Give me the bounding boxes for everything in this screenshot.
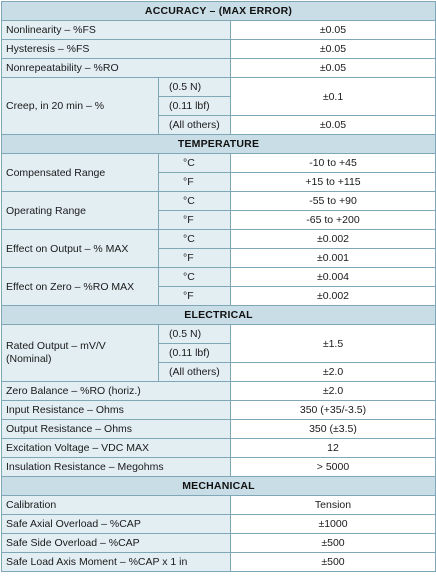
spec-row-excitation-voltage: Excitation Voltage – VDC MAX 12 [1,438,436,458]
spec-label: Zero Balance – %RO (horiz.) [1,381,231,401]
unit-label: °F [158,172,231,192]
spec-row-compensated-range-f: °F +15 to +115 [2,172,436,192]
spec-value: -55 to +90 [230,191,436,211]
spec-row-zero-balance: Zero Balance – %RO (horiz.) ±2.0 [1,381,436,401]
section-header-row: ELECTRICAL [1,305,436,325]
spec-value: ±0.05 [230,39,436,59]
spec-value: ±0.001 [230,248,436,268]
spec-value: +15 to +115 [230,172,436,192]
unit-label: °C [158,229,231,249]
spec-row-output-resistance: Output Resistance – Ohms 350 (±3.5) [1,419,436,439]
spec-row-rated-output-others: (All others) ±2.0 [2,362,436,382]
section-header-row: ACCURACY – (MAX ERROR) [1,1,436,21]
spec-row-calibration: Calibration Tension [1,495,436,515]
spec-value: > 5000 [230,457,436,477]
spec-sublabel: (0.11 lbf) [158,343,231,363]
spec-sublabel: (0.5 N) [158,77,231,97]
unit-label: °F [158,210,231,230]
section-header-row: MECHANICAL [1,476,436,496]
spec-value: ±2.0 [230,381,436,401]
spec-label: Calibration [1,495,231,515]
spec-value: 12 [230,438,436,458]
spec-row-hysteresis: Hysteresis – %FS ±0.05 [1,39,436,59]
spec-label: Operating Range [1,191,159,230]
unit-label: °C [158,153,231,173]
spec-row-operating-range: Operating Range °C -55 to +90 [1,191,436,230]
unit-label: °F [158,286,231,306]
temperature-section-title: TEMPERATURE [1,134,436,154]
spec-label: Insulation Resistance – Megohms [1,457,231,477]
spec-row-insulation-resistance: Insulation Resistance – Megohms > 5000 [1,457,436,477]
spec-value: -65 to +200 [230,210,436,230]
spec-label: Input Resistance – Ohms [1,400,231,420]
spec-row-side-overload: Safe Side Overload – %CAP ±500 [1,533,436,553]
spec-value: 350 (+35/-3.5) [230,400,436,420]
spec-row-creep-lbf: (0.11 lbf) [2,96,436,116]
spec-row-effect-output: Effect on Output – % MAX °C ±0.002 [1,229,436,268]
spec-row-creep-others: (All others) ±0.05 [2,115,436,135]
spec-row-nonlinearity: Nonlinearity – %FS ±0.05 [1,20,436,40]
spec-label: Effect on Zero – %RO MAX [1,267,159,306]
unit-label: °C [158,191,231,211]
spec-label: Excitation Voltage – VDC MAX [1,438,231,458]
unit-label: °C [158,267,231,287]
spec-row-effect-output-f: °F ±0.001 [2,248,436,268]
spec-sublabel: (All others) [158,115,231,135]
spec-value: ±0.05 [230,115,436,135]
spec-row-input-resistance: Input Resistance – Ohms 350 (+35/-3.5) [1,400,436,420]
spec-sublabel: (0.11 lbf) [158,96,231,116]
spec-label: Creep, in 20 min – % [1,77,159,135]
section-header-row: TEMPERATURE [1,134,436,154]
spec-label: Nonrepeatability – %RO [1,58,231,78]
spec-row-creep: Creep, in 20 min – % (0.5 N) ±0.1 [1,77,436,135]
spec-label: Rated Output – mV/V (Nominal) [1,324,159,382]
spec-value: 350 (±3.5) [230,419,436,439]
spec-sublabel: (0.5 N) [158,324,231,344]
spec-label: Compensated Range [1,153,159,192]
spec-value: ±500 [230,533,436,553]
spec-value: ±0.004 [230,267,436,287]
spec-row-load-axis-moment: Safe Load Axis Moment – %CAP x 1 in ±500 [1,552,436,572]
spec-row-axial-overload: Safe Axial Overload – %CAP ±1000 [1,514,436,534]
spec-value: -10 to +45 [230,153,436,173]
unit-label: °F [158,248,231,268]
spec-row-nonrepeatability: Nonrepeatability – %RO ±0.05 [1,58,436,78]
spec-value: ±0.05 [230,20,436,40]
spec-sublabel: (All others) [158,362,231,382]
spec-value: ±500 [230,552,436,572]
spec-label: Hysteresis – %FS [1,39,231,59]
spec-label: Safe Load Axis Moment – %CAP x 1 in [1,552,231,572]
spec-value: ±0.1 [230,77,436,116]
spec-row-compensated-range: Compensated Range °C -10 to +45 [1,153,436,192]
spec-value: ±1.5 [230,324,436,363]
spec-label: Safe Side Overload – %CAP [1,533,231,553]
spec-value: ±0.002 [230,229,436,249]
spec-row-effect-zero: Effect on Zero – %RO MAX °C ±0.004 [1,267,436,306]
spec-value: ±0.05 [230,58,436,78]
spec-label: Safe Axial Overload – %CAP [1,514,231,534]
accuracy-section-title: ACCURACY – (MAX ERROR) [1,1,436,21]
spec-label: Effect on Output – % MAX [1,229,159,268]
spec-value: ±1000 [230,514,436,534]
spec-value: Tension [230,495,436,515]
spec-value: ±0.002 [230,286,436,306]
spec-label: Output Resistance – Ohms [1,419,231,439]
mechanical-section-title: MECHANICAL [1,476,436,496]
spec-value: ±2.0 [230,362,436,382]
spec-row-rated-output-lbf: (0.11 lbf) [2,343,436,363]
spec-row-rated-output: Rated Output – mV/V (Nominal) (0.5 N) ±1… [1,324,436,382]
spec-label: Nonlinearity – %FS [1,20,231,40]
electrical-section-title: ELECTRICAL [1,305,436,325]
